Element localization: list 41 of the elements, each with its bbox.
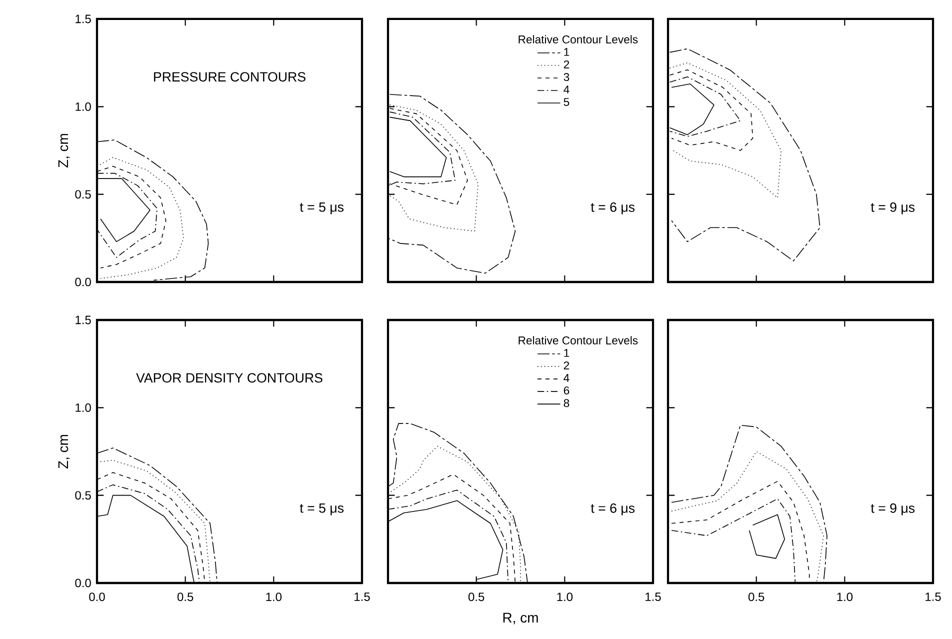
x-tick-label: 0.5	[748, 592, 764, 602]
y-tick-label: 0.5	[75, 190, 91, 199]
annotation: VAPOR DENSITY CONTOURS	[136, 373, 322, 383]
x-tick-label: 1.0	[266, 592, 282, 602]
legend-title: Relative Contour Levels	[518, 336, 638, 344]
y-tick-label: 0.0	[75, 578, 91, 588]
x-tick-label: 1.0	[837, 592, 853, 602]
y-tick-label: 1.5	[76, 14, 91, 24]
legend-label: 4	[564, 374, 570, 382]
annotation: t = 9 μs	[870, 202, 915, 214]
legend-label: 5	[564, 98, 570, 106]
legend-label: 6	[564, 386, 570, 395]
x-tick-label: 0.0	[89, 592, 105, 602]
y-axis-title: Z, cm	[58, 434, 70, 469]
x-tick-label: 0.5	[177, 592, 194, 602]
legend-label: 1	[564, 48, 570, 56]
legend-label: 1	[564, 348, 570, 357]
x-tick-label: 0.5	[468, 592, 484, 602]
annotation: t = 5 μs	[300, 503, 344, 516]
annotation: t = 6 μs	[590, 503, 635, 516]
annotation: t = 5 μs	[300, 202, 344, 214]
annotation: t = 9 μs	[870, 503, 915, 516]
legend-label: 2	[564, 60, 570, 68]
annotation: PRESSURE CONTOURS	[154, 72, 306, 82]
x-tick-label: 1.5	[354, 592, 370, 601]
legend-label: 8	[564, 399, 570, 408]
y-tick-label: 1.5	[76, 316, 91, 324]
x-tick-label: 1.5	[646, 592, 661, 601]
legend-label: 3	[564, 73, 570, 82]
annotation: t = 6 μs	[590, 202, 635, 214]
x-tick-label: 1.5	[926, 592, 941, 601]
y-axis-title: Z, cm	[58, 134, 70, 168]
legend-title: Relative Contour Levels	[518, 35, 638, 44]
y-tick-label: 1.0	[76, 102, 91, 111]
x-axis-title: R, cm	[503, 612, 538, 624]
y-tick-label: 0.0	[75, 278, 91, 286]
legend-label: 4	[564, 86, 570, 94]
y-tick-label: 0.5	[75, 491, 91, 500]
legend-label: 2	[564, 361, 570, 370]
x-tick-label: 1.0	[557, 592, 573, 602]
y-tick-label: 1.0	[76, 403, 91, 412]
